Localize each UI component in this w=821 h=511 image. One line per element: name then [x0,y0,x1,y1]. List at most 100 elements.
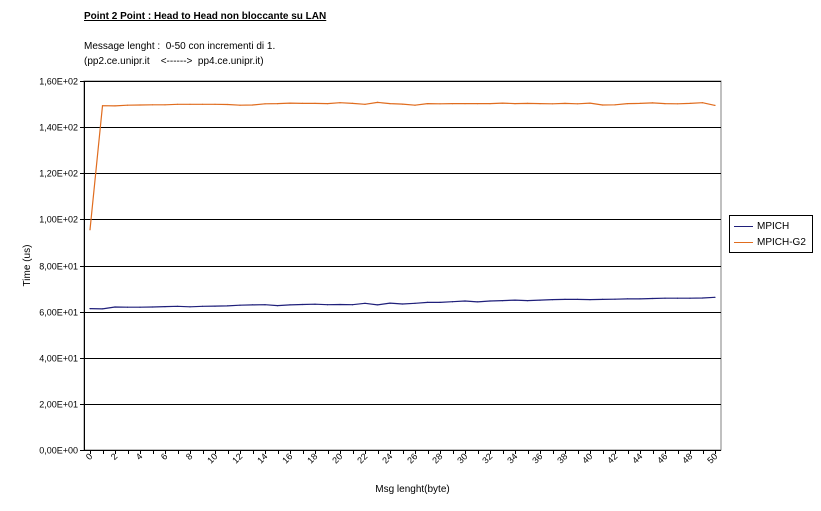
data-point-mpich [564,298,566,300]
x-axis-title: Msg lenght(byte) [375,484,449,495]
data-point-mpich [251,304,254,306]
y-tick-label: 4,00E+01 [39,354,78,364]
x-tick-label: 20 [330,451,344,465]
data-point-mpich [89,308,91,310]
x-tick-label: 44 [630,451,644,465]
data-point-mpich [676,297,679,299]
data-point-mpich [451,301,454,303]
chart-subtitle-message-length: Message lenght : 0-50 con incrementi di … [84,41,276,52]
legend-item-mpich-g2: MPICH-G2 [734,235,806,249]
data-point-mpich-g2 [664,103,666,105]
data-point-mpich [101,308,104,310]
data-point-mpich [664,297,666,299]
data-point-mpich [514,299,516,301]
data-point-mpich-g2 [389,103,391,105]
chart-title: Point 2 Point : Head to Head non bloccan… [84,11,327,22]
plot-area [83,80,722,451]
data-point-mpich-g2 [139,104,141,106]
data-point-mpich-g2 [214,103,216,105]
data-point-mpich-g2 [589,102,591,104]
data-point-mpich [264,304,266,306]
x-tick-label: 48 [680,451,694,465]
data-point-mpich-g2 [414,104,416,106]
data-point-mpich [364,302,366,304]
y-tick-label: 6,00E+01 [39,308,78,318]
x-tick-label: 14 [255,451,269,465]
data-point-mpich [401,303,404,305]
y-axis-title: Time (us) [22,245,33,287]
x-tick-label: 28 [430,451,444,465]
y-tick-label: 1,20E+02 [39,169,78,179]
data-point-mpich-g2 [714,104,716,106]
data-point-mpich-g2 [326,103,329,105]
data-point-mpich-g2 [151,104,154,106]
y-tick-label: 1,40E+02 [39,123,78,133]
data-point-mpich-g2 [651,102,654,104]
data-point-mpich-g2 [676,103,679,105]
x-tick-label: 50 [705,451,719,465]
data-point-mpich-g2 [351,102,354,104]
data-point-mpich-g2 [264,103,266,105]
chart-legend: MPICH MPICH-G2 [729,215,813,253]
data-point-mpich [526,300,529,302]
data-point-mpich-g2 [276,103,279,105]
x-tick-label: 12 [230,451,244,465]
x-tick-label: 0 [84,451,95,462]
data-point-mpich-g2 [689,102,691,104]
data-point-mpich-g2 [89,229,91,231]
data-point-mpich [601,298,604,300]
data-point-mpich [326,304,329,306]
data-point-mpich-g2 [476,103,479,105]
data-point-mpich [114,306,116,308]
x-tick-label: 8 [184,451,195,462]
data-point-mpich-g2 [226,103,229,106]
data-point-mpich [301,303,304,306]
x-tick-label: 42 [605,451,619,465]
x-tick-label: 38 [555,451,569,465]
data-point-mpich-g2 [314,102,316,104]
x-tick-label: 6 [159,451,170,462]
data-point-mpich-g2 [126,104,129,106]
data-point-mpich-g2 [489,103,491,105]
x-tick-label: 34 [505,451,519,465]
data-point-mpich [214,305,216,307]
y-tick-label: 1,60E+02 [39,77,78,87]
data-point-mpich [539,299,541,301]
y-tick-label: 8,00E+01 [39,262,78,272]
data-point-mpich [151,306,154,308]
data-point-mpich-g2 [301,102,304,104]
data-point-mpich-g2 [501,102,504,104]
data-point-mpich [639,298,641,300]
x-tick-label: 18 [305,451,319,465]
data-point-mpich-g2 [376,101,379,103]
data-point-mpich [176,305,179,307]
x-tick-label: 30 [455,451,469,465]
x-tick-label: 24 [380,451,394,465]
x-tick-label: 32 [480,451,494,465]
data-point-mpich [226,305,229,307]
x-tick-label: 2 [109,451,120,462]
data-point-mpich [414,302,416,304]
data-point-mpich-g2 [189,103,191,105]
data-point-mpich-g2 [239,104,241,106]
data-point-mpich [314,303,316,305]
data-point-mpich [351,304,354,306]
y-tick-label: 2,00E+01 [39,400,78,410]
x-tick-label: 40 [580,451,594,465]
data-point-mpich-g2 [639,102,641,104]
data-point-mpich [201,305,204,307]
data-point-mpich [339,303,341,306]
data-point-mpich-g2 [289,102,291,104]
data-point-mpich [376,304,379,306]
data-point-mpich-g2 [464,103,466,105]
x-tick-label: 36 [530,451,544,465]
legend-swatch-mpich [734,225,753,227]
data-point-mpich-g2 [701,102,704,104]
chart-subtitle-hosts: (pp2.ce.unipr.it <------> pp4.ce.unipr.i… [84,56,264,67]
data-point-mpich-g2 [401,103,404,105]
data-point-mpich-g2 [514,103,516,105]
x-tick-label: 46 [655,451,669,465]
data-point-mpich [289,304,291,306]
data-point-mpich-g2 [539,103,541,105]
